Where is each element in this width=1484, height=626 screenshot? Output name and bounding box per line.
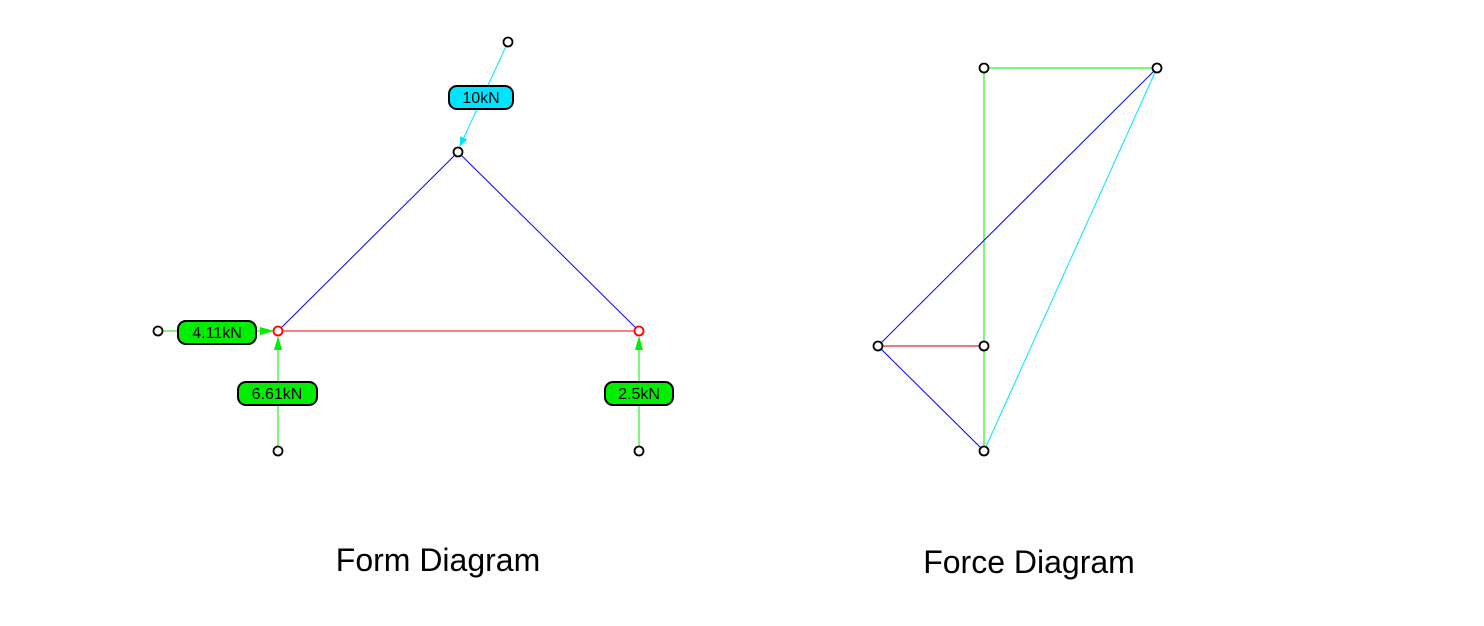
apex-node[interactable]	[452, 146, 464, 158]
force-node-left[interactable]	[872, 340, 884, 352]
right-rafter-member	[457, 151, 640, 332]
left-rafter-member	[277, 151, 459, 332]
apex-load-label: 10kN	[448, 85, 514, 110]
force-diagram-caption: Force Diagram	[923, 544, 1135, 580]
vertical-reaction-left-label: 6.61kN	[237, 381, 318, 406]
force-node-middle[interactable]	[978, 340, 990, 352]
form-diagram-caption: Form Diagram	[335, 542, 541, 578]
force-node-top-right[interactable]	[1151, 62, 1163, 74]
right-reaction-origin-node[interactable]	[633, 445, 645, 457]
form-diagram: 10kN 4.11kN 6.61kN 2.5kN	[152, 36, 674, 457]
horizontal-reaction-left-label: 4.11kN	[177, 320, 257, 345]
left-support-node[interactable]	[272, 325, 284, 337]
load-edge	[983, 67, 1158, 452]
short-compression-edge	[877, 345, 985, 452]
vertical-reaction-right-value: 2.5kN	[618, 386, 660, 403]
force-diagram	[872, 62, 1163, 457]
left-reaction-origin-node[interactable]	[272, 445, 284, 457]
right-support-node[interactable]	[633, 325, 645, 337]
vertical-reaction-left-value: 6.61kN	[252, 386, 303, 403]
force-node-top-left[interactable]	[978, 62, 990, 74]
horizontal-reaction-origin-node[interactable]	[152, 325, 164, 337]
long-compression-edge	[877, 67, 1158, 347]
vertical-reaction-right-label: 2.5kN	[604, 381, 674, 406]
load-origin-node[interactable]	[502, 36, 514, 48]
force-node-bottom[interactable]	[978, 445, 990, 457]
apex-load-value: 10kN	[462, 90, 499, 107]
horizontal-reaction-left-value: 4.11kN	[192, 325, 242, 342]
